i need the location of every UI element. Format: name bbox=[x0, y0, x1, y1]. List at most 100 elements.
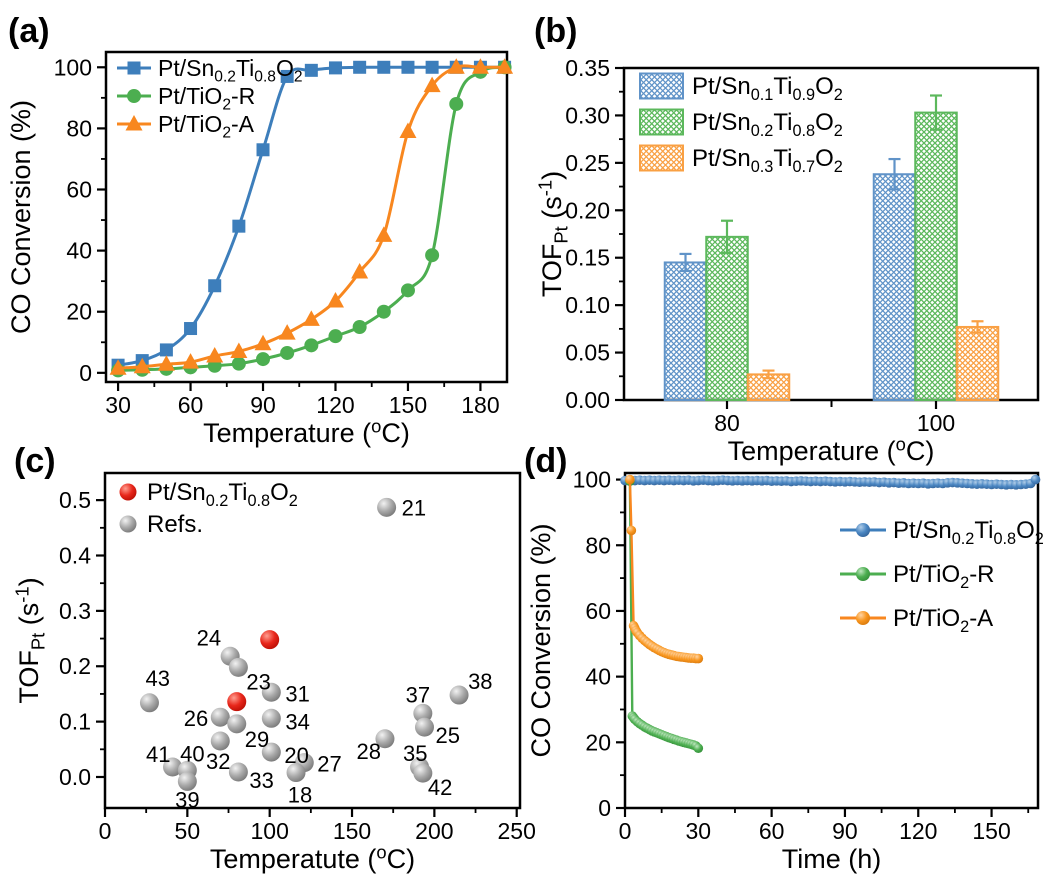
panel-d-axes: 0 30 60 90 120 150 0 20 40 60 80 100 Time (h) CO Conv… bbox=[526, 467, 1040, 874]
panel-b-series-pt-sn02ti08o2 bbox=[705, 94, 958, 401]
marker-circle bbox=[376, 304, 391, 319]
x-tick-label: 0 bbox=[99, 818, 112, 844]
y-tick-label: 0.25 bbox=[565, 150, 610, 176]
marker-sphere bbox=[693, 653, 704, 664]
panel-a: 30 60 90 120 150 180 0 20 40 60 80 100 Temperature (… bbox=[6, 50, 514, 448]
marker-circle bbox=[304, 338, 319, 353]
marker-triangle bbox=[471, 58, 489, 74]
y-tick-label: 0.35 bbox=[565, 55, 610, 81]
legend-swatch bbox=[639, 144, 684, 172]
ref-point bbox=[413, 763, 433, 783]
bar bbox=[955, 325, 1000, 401]
ref-point-label: 23 bbox=[246, 669, 270, 694]
panel-label-a: (a) bbox=[8, 12, 50, 50]
legend-label: Pt/TiO2-R bbox=[158, 83, 255, 114]
x-axis-title: Temperature (oC) bbox=[728, 433, 935, 466]
marker-triangle bbox=[278, 324, 296, 340]
ref-point-label: 32 bbox=[206, 749, 230, 774]
x-axis-title: Temperature (oC) bbox=[203, 415, 410, 448]
y-tick-label: 0.3 bbox=[59, 598, 91, 624]
marker-triangle bbox=[496, 58, 514, 74]
x-tick-label: 90 bbox=[832, 818, 858, 844]
legend-label: Pt/Sn0.2Ti0.8O2 bbox=[692, 109, 843, 140]
x-tick-label: 60 bbox=[759, 818, 785, 844]
x-tick-label: 60 bbox=[178, 392, 204, 418]
marker-triangle bbox=[109, 359, 127, 375]
x-tick-label: 80 bbox=[714, 410, 740, 436]
marker-triangle bbox=[254, 334, 272, 351]
marker-triangle bbox=[182, 353, 200, 369]
ref-point bbox=[177, 771, 197, 791]
marker-sphere bbox=[1030, 474, 1041, 485]
y-tick-label: 0.10 bbox=[565, 292, 610, 318]
legend-label: Pt/TiO2-A bbox=[158, 111, 255, 142]
y-tick-label: 100 bbox=[573, 467, 611, 493]
y-tick-label: 0 bbox=[79, 360, 92, 386]
ref-point bbox=[261, 708, 281, 728]
ref-point bbox=[228, 657, 248, 677]
y-tick-label: 60 bbox=[66, 177, 92, 203]
legend-label: Pt/Sn0.2Ti0.8O2 bbox=[893, 517, 1044, 548]
legend-swatch bbox=[639, 108, 684, 136]
marker-triangle bbox=[326, 292, 344, 308]
marker-square bbox=[127, 61, 141, 75]
y-tick-label: 20 bbox=[585, 729, 611, 755]
y-tick-label: 0.2 bbox=[59, 653, 91, 679]
legend-label: Pt/Sn0.2Ti0.8O2 bbox=[147, 479, 298, 510]
marker-triangle bbox=[206, 347, 224, 363]
ref-point bbox=[261, 742, 281, 762]
panel-label-c: (c) bbox=[14, 442, 56, 480]
ref-point-label: 40 bbox=[180, 741, 204, 766]
marker-triangle bbox=[157, 355, 175, 371]
ref-point-label: 20 bbox=[284, 743, 308, 768]
marker-triangle bbox=[125, 115, 143, 131]
marker-circle bbox=[400, 283, 415, 298]
ref-point-label: 28 bbox=[356, 739, 380, 764]
panel-d-series-pt-sn02ti08o2 bbox=[620, 474, 1041, 490]
marker-square bbox=[184, 322, 198, 336]
marker-circle bbox=[352, 320, 367, 334]
y-tick-label: 0.20 bbox=[565, 197, 610, 223]
y-tick-label: 100 bbox=[54, 54, 92, 80]
x-tick-label: 200 bbox=[415, 818, 453, 844]
bar bbox=[705, 235, 749, 401]
plot-frame bbox=[623, 471, 1040, 810]
ref-point-label: 26 bbox=[184, 706, 208, 731]
legend-label: Pt/Sn0.1Ti0.9O2 bbox=[692, 73, 843, 104]
ref-point-label: 21 bbox=[402, 495, 426, 520]
y-tick-label: 0.30 bbox=[565, 102, 610, 128]
panel-d-series-pt-tio2-a bbox=[625, 474, 704, 664]
x-tick-label: 150 bbox=[972, 818, 1010, 844]
y-axis-title: TOFPt (s-1) bbox=[11, 577, 48, 703]
y-tick-label: 0.5 bbox=[59, 487, 91, 513]
y-tick-label: 80 bbox=[585, 532, 611, 558]
ref-point-label: 25 bbox=[435, 723, 459, 748]
bar bbox=[746, 373, 791, 402]
ref-point bbox=[375, 729, 395, 749]
y-tick-label: 80 bbox=[66, 115, 92, 141]
y-tick-label: 0.00 bbox=[565, 387, 610, 413]
marker-square bbox=[208, 279, 222, 293]
plot-frame bbox=[103, 471, 522, 810]
y-tick-label: 0.1 bbox=[59, 709, 91, 735]
panel-c: 0 50 100 150 200 250 0.0 0.1 0.2 0.3 0.4 0.5 Tempera… bbox=[11, 471, 536, 874]
x-tick-label: 90 bbox=[250, 392, 276, 418]
series-line bbox=[628, 481, 700, 750]
ref-point bbox=[139, 693, 159, 713]
legend-dot bbox=[119, 483, 137, 501]
marker-circle bbox=[328, 329, 343, 344]
panel-b-axes: 80 100 0.00 0.05 0.10 0.15 0.20 0.25 0.30 0.35 Tem… bbox=[534, 55, 1040, 466]
panel-d-legend: Pt/Sn0.2Ti0.8O2 Pt/TiO2-R Pt/TiO2-A bbox=[840, 517, 1044, 636]
marker-sphere bbox=[693, 743, 704, 754]
x-tick-label: 150 bbox=[389, 392, 427, 418]
x-tick-label: 30 bbox=[105, 392, 131, 418]
marker-circle bbox=[231, 356, 246, 371]
plot-frame bbox=[104, 50, 509, 384]
y-axis-title: TOFPt (s-1) bbox=[534, 171, 571, 297]
x-tick-label: 180 bbox=[461, 392, 499, 418]
marker-square bbox=[401, 60, 415, 74]
x-tick-label: 250 bbox=[498, 818, 536, 844]
